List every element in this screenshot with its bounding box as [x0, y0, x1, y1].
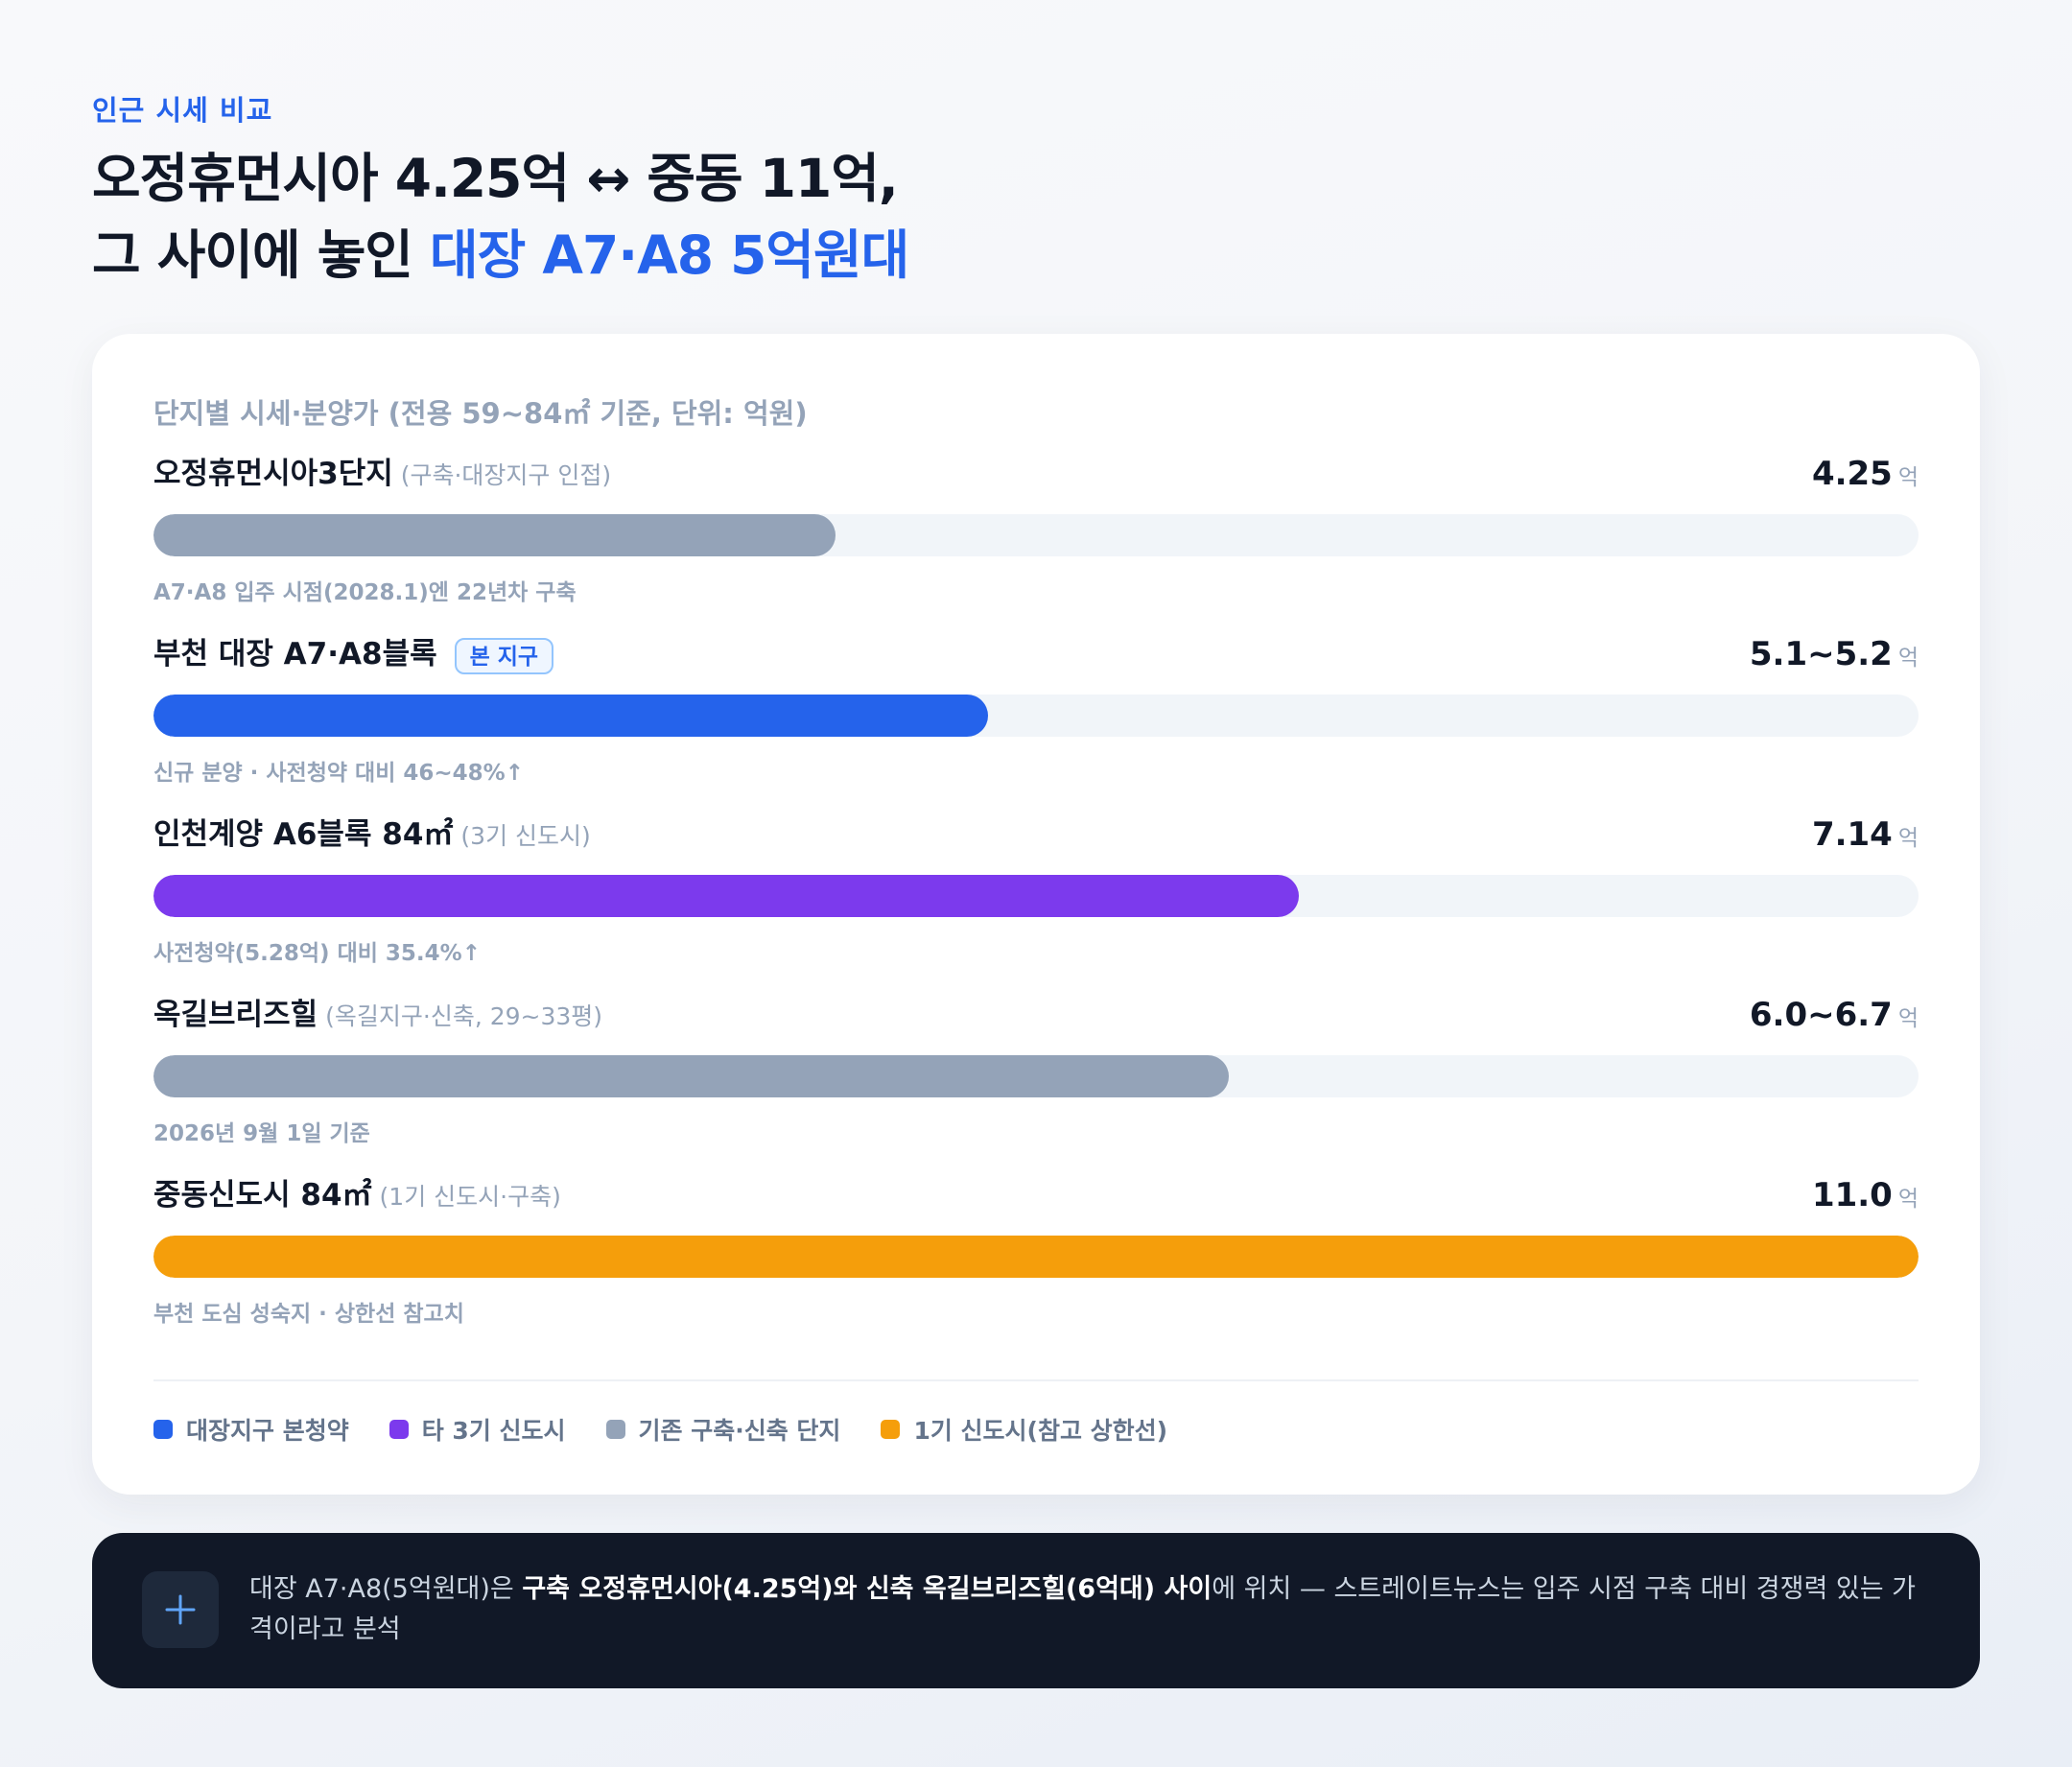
- row-name: 인천계양 A6블록 84㎡: [153, 817, 454, 852]
- row-note: (옥길지구·신축, 29~33평): [325, 1002, 603, 1030]
- chart-legend: 대장지구 본청약 타 3기 신도시 기존 구축·신축 단지 1기 신도시(참고 상한선…: [153, 1410, 1208, 1449]
- legend-item: 대장지구 본청약: [153, 1412, 349, 1447]
- chart-title: 단지별 시세·분양가 (전용 59~84㎡ 기준, 단위: 억원): [153, 397, 808, 430]
- row-name: 옥길브리즈힐: [153, 998, 318, 1032]
- value-label: 6.0~6.7 억: [1750, 994, 1919, 1036]
- value-unit: 억: [1897, 465, 1919, 490]
- value-number: 7.14: [1811, 815, 1893, 854]
- legend-swatch: [881, 1420, 901, 1439]
- bar-track: [153, 695, 1919, 737]
- row-subtitle: 부천 도심 성숙지 · 상한선 참고치: [153, 1302, 464, 1327]
- bar-track: [153, 1236, 1919, 1278]
- row-subtitle: 2026년 9월 1일 기준: [153, 1121, 370, 1146]
- legend-swatch: [153, 1420, 173, 1439]
- legend-label: 타 3기 신도시: [421, 1417, 566, 1445]
- headline-accent: 대장 A7·A8 5억원대: [430, 224, 909, 286]
- plus-icon-glyph: [165, 1594, 196, 1625]
- headline-line-1: 오정휴먼시아 4.25억 ↔ 중동 11억,: [92, 148, 899, 209]
- chart-card: 단지별 시세·분양가 (전용 59~84㎡ 기준, 단위: 억원) 오정휴먼시아…: [92, 334, 1980, 1495]
- row-title: 인천계양 A6블록 84㎡ (3기 신도시): [153, 813, 591, 856]
- eyebrow-label: 인근 시세 비교: [92, 94, 273, 127]
- legend-item: 타 3기 신도시: [388, 1412, 566, 1447]
- value-unit: 억: [1897, 1187, 1919, 1212]
- value-label: 4.25 억: [1812, 453, 1919, 495]
- value-label: 11.0 억: [1812, 1174, 1919, 1216]
- row-name: 중동신도시 84㎡: [153, 1178, 372, 1213]
- legend-label: 기존 구축·신축 단지: [638, 1417, 841, 1445]
- legend-item: 1기 신도시(참고 상한선): [881, 1412, 1167, 1447]
- legend-label: 1기 신도시(참고 상한선): [913, 1417, 1168, 1445]
- bar-fill: [153, 1055, 1229, 1097]
- chart-row: 오정휴먼시아3단지 (구축·대장지구 인접) 4.25 억 A7·A8 입주 시점(20…: [153, 453, 1919, 625]
- value-number: 5.1~5.2: [1749, 635, 1893, 673]
- callout-part-1: 대장 A7·A8(5억원대)은: [249, 1574, 523, 1604]
- row-subtitle: 사전청약(5.28억) 대비 35.4%↑: [153, 941, 481, 966]
- value-label: 5.1~5.2 억: [1750, 633, 1919, 675]
- bar-track: [153, 875, 1919, 917]
- legend-swatch: [605, 1420, 625, 1439]
- value-unit: 억: [1897, 826, 1919, 851]
- row-note: (1기 신도시·구축): [379, 1183, 561, 1211]
- headline-line-2: 그 사이에 놓인 대장 A7·A8 5억원대: [92, 217, 909, 294]
- row-subtitle: A7·A8 입주 시점(2028.1)엔 22년차 구축: [153, 580, 577, 605]
- row-name: 오정휴먼시아3단지: [153, 457, 393, 491]
- bar-fill: [153, 875, 1299, 917]
- callout-emphasis: 구축 오정휴먼시아(4.25억)와 신축 옥길브리즈힐(6억대) 사이: [522, 1574, 1213, 1604]
- plus-icon: [142, 1571, 219, 1648]
- row-title: 오정휴먼시아3단지 (구축·대장지구 인접): [153, 453, 611, 495]
- legend-divider: [153, 1379, 1919, 1381]
- callout-part-3: 에 위치 — 스트레이트뉴스는 입주 시점 구축 대비 경쟁력 있는 가격이라고…: [249, 1574, 1917, 1644]
- legend-swatch: [388, 1420, 409, 1439]
- value-number: 4.25: [1811, 455, 1893, 493]
- bar-fill: [153, 695, 988, 737]
- value-unit: 억: [1897, 1006, 1919, 1031]
- bar-track: [153, 1055, 1919, 1097]
- chart-row: 옥길브리즈힐 (옥길지구·신축, 29~33평) 6.0~6.7 억 2026년 9월 …: [153, 994, 1919, 1166]
- value-number: 11.0: [1811, 1176, 1893, 1214]
- legend-item: 기존 구축·신축 단지: [605, 1412, 841, 1447]
- row-note: (구축·대장지구 인접): [400, 461, 612, 489]
- legend-label: 대장지구 본청약: [186, 1417, 349, 1445]
- bar-fill: [153, 514, 836, 556]
- page-title: 오정휴먼시아 4.25억 ↔ 중동 11억, 그 사이에 놓인 대장 A7·A8…: [92, 140, 909, 294]
- bar-track: [153, 514, 1919, 556]
- summary-callout: 대장 A7·A8(5억원대)은 구축 오정휴먼시아(4.25억)와 신축 옥길브…: [92, 1533, 1980, 1688]
- callout-text: 대장 A7·A8(5억원대)은 구축 오정휴먼시아(4.25억)와 신축 옥길브…: [249, 1569, 1919, 1650]
- row-subtitle: 신규 분양 · 사전청약 대비 46~48%↑: [153, 761, 524, 786]
- value-number: 6.0~6.7: [1749, 996, 1893, 1034]
- bar-fill: [153, 1236, 1919, 1278]
- row-title: 옥길브리즈힐 (옥길지구·신축, 29~33평): [153, 994, 602, 1036]
- value-label: 7.14 억: [1812, 813, 1919, 856]
- row-title: 중동신도시 84㎡ (1기 신도시·구축): [153, 1174, 561, 1216]
- row-note: (3기 신도시): [460, 822, 591, 850]
- value-unit: 억: [1897, 646, 1919, 671]
- row-title: 부천 대장 A7·A8블록 본 지구: [153, 633, 554, 675]
- status-badge: 본 지구: [454, 637, 554, 674]
- row-name: 부천 대장 A7·A8블록: [153, 637, 437, 671]
- headline-prefix: 그 사이에 놓인: [92, 224, 431, 286]
